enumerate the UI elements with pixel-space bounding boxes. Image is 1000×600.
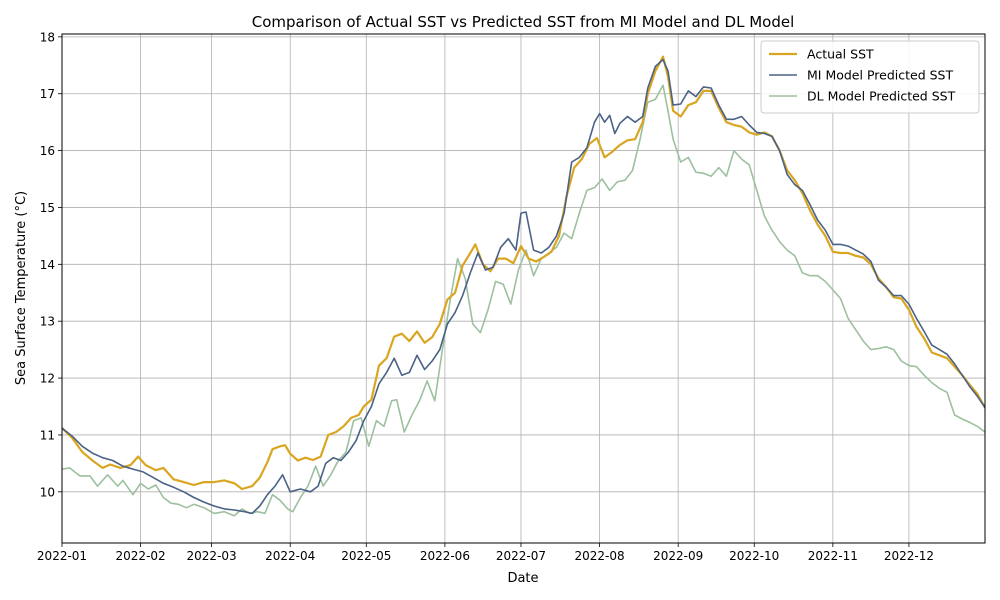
x-tick-label: 2022-05 (341, 549, 391, 563)
y-tick-label: 11 (40, 428, 55, 442)
series-line-dl-model-sst (62, 84, 985, 517)
series-layer (62, 55, 985, 517)
x-tick-label: 2022-12 (884, 549, 934, 563)
x-tick-label: 2022-11 (808, 549, 858, 563)
y-tick-label: 14 (40, 258, 55, 272)
x-tick-label: 2022-04 (265, 549, 315, 563)
legend-label-actual-sst: Actual SST (807, 47, 874, 62)
legend: Actual SST MI Model Predicted SST DL Model… (760, 40, 980, 114)
y-axis: 10 11 12 13 14 15 16 17 18 (40, 30, 62, 499)
x-tick-label: 2022-06 (420, 549, 470, 563)
x-tick-label: 2022-09 (653, 549, 703, 563)
x-tick-label: 2022-03 (187, 549, 237, 563)
y-tick-label: 10 (40, 485, 55, 499)
y-tick-label: 18 (40, 30, 55, 44)
legend-box (760, 40, 980, 114)
y-tick-label: 15 (40, 201, 55, 215)
series-line-mi-model-sst (62, 58, 985, 515)
plot-frame (61, 33, 986, 544)
y-tick-label: 12 (40, 372, 55, 386)
y-tick-label: 13 (40, 315, 55, 329)
y-tick-label: 16 (40, 144, 55, 158)
chart-title: Comparison of Actual SST vs Predicted SS… (252, 13, 794, 31)
x-axis: 2022-01 2022-02 2022-03 2022-04 2022-05 2022-… (37, 543, 934, 563)
legend-label-mi-model-sst: MI Model Predicted SST (807, 68, 953, 83)
x-tick-label: 2022-08 (575, 549, 625, 563)
legend-label-dl-model-sst: DL Model Predicted SST (807, 89, 956, 104)
x-tick-label: 2022-02 (116, 549, 166, 563)
y-axis-label: Sea Surface Temperature (°C) (14, 191, 29, 385)
x-tick-label: 2022-01 (37, 549, 87, 563)
x-tick-label: 2022-10 (729, 549, 779, 563)
y-tick-label: 17 (40, 87, 55, 101)
x-tick-label: 2022-07 (496, 549, 546, 563)
x-axis-label: Date (507, 571, 538, 586)
